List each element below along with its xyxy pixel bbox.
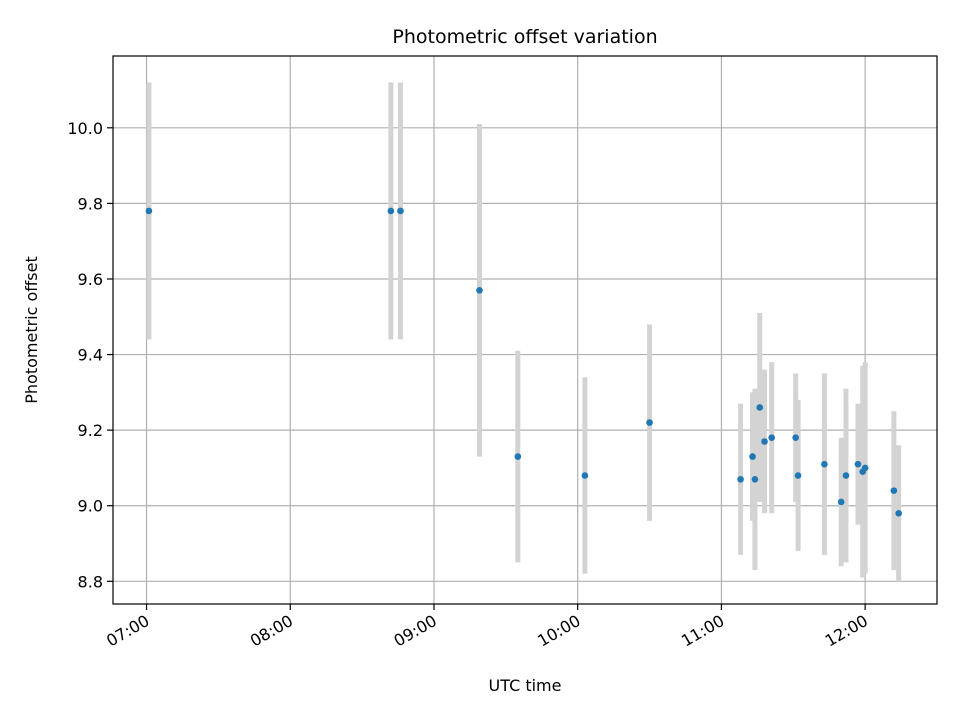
x-tick-label: 07:00 — [103, 611, 152, 651]
data-point — [854, 460, 862, 468]
data-point — [842, 472, 850, 479]
x-axis-label: UTC time — [489, 676, 562, 695]
data-point — [145, 207, 153, 215]
data-point — [895, 509, 902, 517]
y-tick-label: 9.4 — [78, 346, 103, 365]
data-point — [768, 434, 776, 442]
data-points — [145, 207, 902, 517]
chart-title: Photometric offset variation — [392, 26, 657, 48]
data-point — [646, 419, 653, 426]
data-point — [756, 404, 764, 411]
data-point — [761, 438, 768, 445]
data-point — [476, 287, 483, 294]
y-tick-label: 9.0 — [78, 497, 103, 516]
data-point — [397, 207, 404, 215]
data-point — [751, 475, 759, 483]
data-point — [581, 472, 589, 479]
data-point — [387, 207, 395, 215]
data-point — [792, 434, 799, 442]
data-point — [861, 464, 869, 472]
data-point — [749, 453, 756, 460]
x-tick-label: 11:00 — [678, 611, 727, 651]
y-tick-label: 9.6 — [78, 270, 103, 289]
y-tick-label: 8.8 — [78, 572, 103, 591]
y-tick-label: 10.0 — [67, 119, 103, 138]
x-tick-label: 09:00 — [391, 611, 440, 651]
x-axis-ticks: 07:00 08:00 09:00 10:00 11:00 12:00 — [103, 604, 871, 651]
y-axis-label: Photometric offset — [22, 256, 41, 404]
grid — [113, 56, 937, 604]
x-tick-label: 12:00 — [822, 611, 871, 651]
data-point — [737, 475, 744, 483]
data-point — [837, 498, 845, 506]
y-tick-label: 9.2 — [78, 421, 103, 440]
data-point — [514, 453, 522, 460]
x-tick-label: 10:00 — [534, 611, 583, 651]
plot-area-frame — [112, 55, 938, 605]
data-point — [794, 472, 802, 479]
data-point — [821, 460, 828, 468]
error-bars — [146, 82, 902, 582]
data-point — [890, 487, 898, 494]
y-tick-label: 9.8 — [78, 194, 103, 213]
y-axis-ticks: 8.8 9.0 9.2 9.4 9.6 9.8 10.0 — [67, 119, 113, 591]
x-tick-label: 08:00 — [247, 611, 296, 651]
